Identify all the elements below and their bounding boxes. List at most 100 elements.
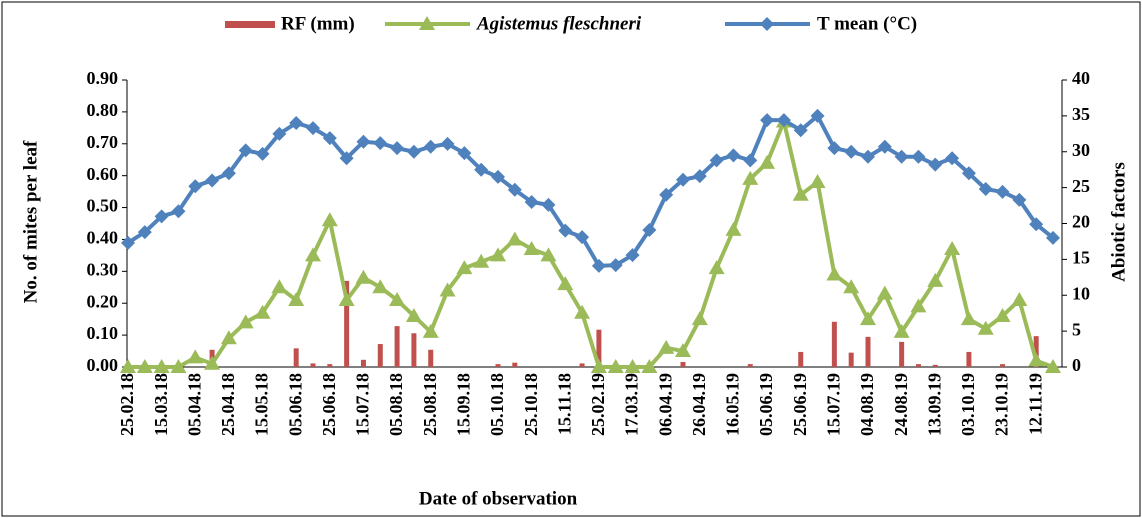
triangle-marker: [271, 279, 288, 294]
diamond-marker: [945, 151, 960, 166]
diamond-marker: [541, 197, 556, 212]
diamond-marker: [625, 248, 640, 263]
triangle-marker: [473, 253, 490, 268]
diamond-marker: [928, 157, 943, 172]
triangle-marker: [456, 260, 473, 275]
triangle-marker: [893, 323, 910, 338]
legend-marker: [419, 16, 435, 30]
y-tick-label: 0.00: [87, 355, 119, 375]
bar: [831, 321, 837, 367]
triangle-marker: [574, 304, 591, 319]
x-tick-label: 26.04.19: [689, 373, 709, 436]
x-tick-label: 05.04.18: [184, 373, 204, 436]
diamond-marker: [793, 123, 808, 138]
legend-marker: [760, 17, 774, 31]
triangle-marker: [338, 292, 355, 307]
y2-tick-label: 20: [1072, 212, 1090, 232]
diamond-marker: [406, 144, 421, 159]
bar: [327, 364, 333, 367]
x-tick-label: 05.06.19: [756, 373, 776, 436]
bar: [344, 280, 350, 367]
y-tick-label: 0.30: [87, 259, 119, 279]
y-tick-label: 0.20: [87, 291, 119, 311]
x-tick-label: 25.06.19: [790, 373, 810, 436]
y2-tick-label: 10: [1072, 283, 1090, 303]
bar: [411, 333, 417, 367]
x-tick-label: 13.09.19: [924, 373, 944, 436]
legend-swatch: [225, 21, 275, 28]
diamond-marker: [373, 136, 388, 151]
y2-tick-label: 25: [1072, 176, 1090, 196]
diamond-marker: [692, 169, 707, 184]
diamond-marker: [760, 113, 775, 128]
bar: [1000, 364, 1006, 367]
triangle-marker: [960, 311, 977, 326]
diamond-marker: [507, 182, 522, 197]
triangle-marker: [1011, 292, 1028, 307]
diamond-marker: [558, 223, 573, 238]
x-tick-label: 25.02.19: [588, 373, 608, 436]
y-tick-label: 0.60: [87, 164, 119, 184]
diamond-marker: [390, 141, 405, 156]
diamond-marker: [961, 166, 976, 181]
diamond-marker: [894, 149, 909, 164]
bar: [377, 344, 383, 367]
triangle-marker: [1045, 359, 1061, 373]
legend-label: Agistemus fleschneri: [476, 13, 642, 34]
y2-tick-label: 35: [1072, 104, 1090, 124]
diamond-marker: [491, 169, 505, 184]
triangle-marker: [742, 170, 759, 185]
triangle-marker: [977, 320, 994, 335]
y-tick-label: 0.70: [87, 132, 119, 152]
triangle-marker: [204, 355, 221, 370]
diamond-marker: [743, 153, 758, 168]
legend-label: RF (mm): [281, 13, 355, 34]
triangle-marker: [288, 292, 305, 307]
y-tick-label: 0.50: [87, 196, 119, 216]
diamond-marker: [659, 187, 674, 202]
x-tick-label: 23.10.19: [992, 373, 1012, 436]
triangle-marker: [641, 359, 658, 373]
triangle-marker: [389, 292, 406, 307]
triangle-marker: [1028, 352, 1045, 367]
diamond-marker: [457, 146, 472, 161]
diamond-marker: [238, 143, 253, 158]
y-tick-label: 0.80: [87, 100, 119, 120]
triangle-marker: [725, 221, 742, 236]
x-tick-label: 25.08.18: [420, 373, 440, 436]
triangle-marker: [691, 311, 708, 326]
triangle-marker: [187, 349, 204, 364]
bar: [915, 364, 921, 367]
diamond-marker: [524, 194, 539, 209]
bar: [865, 336, 871, 367]
triangle-marker: [910, 298, 927, 313]
diamond-marker: [1046, 230, 1060, 245]
diamond-marker: [306, 121, 320, 136]
triangle-marker: [843, 279, 860, 294]
triangle-marker: [708, 260, 725, 275]
bar: [310, 363, 316, 367]
bar: [579, 363, 585, 367]
triangle-marker: [523, 241, 540, 256]
diamond-marker: [827, 141, 842, 156]
triangle-marker: [120, 359, 136, 373]
triangle-marker: [792, 186, 809, 201]
diamond-marker: [591, 258, 606, 273]
bar: [428, 349, 434, 367]
diamond-marker: [339, 151, 354, 166]
diamond-marker: [810, 108, 825, 123]
diamond-marker: [978, 182, 993, 197]
triangle-marker: [422, 323, 439, 338]
diamond-marker: [911, 149, 926, 164]
triangle-marker: [254, 304, 271, 319]
bar: [798, 351, 804, 367]
diamond-marker: [356, 134, 371, 149]
diamond-marker: [844, 144, 859, 159]
legend-label: T mean (°C): [817, 13, 917, 34]
x-tick-label: 04.08.19: [857, 373, 877, 436]
x-tick-label: 25.04.18: [218, 373, 238, 436]
bar: [512, 362, 518, 367]
triangle-marker: [557, 276, 574, 291]
